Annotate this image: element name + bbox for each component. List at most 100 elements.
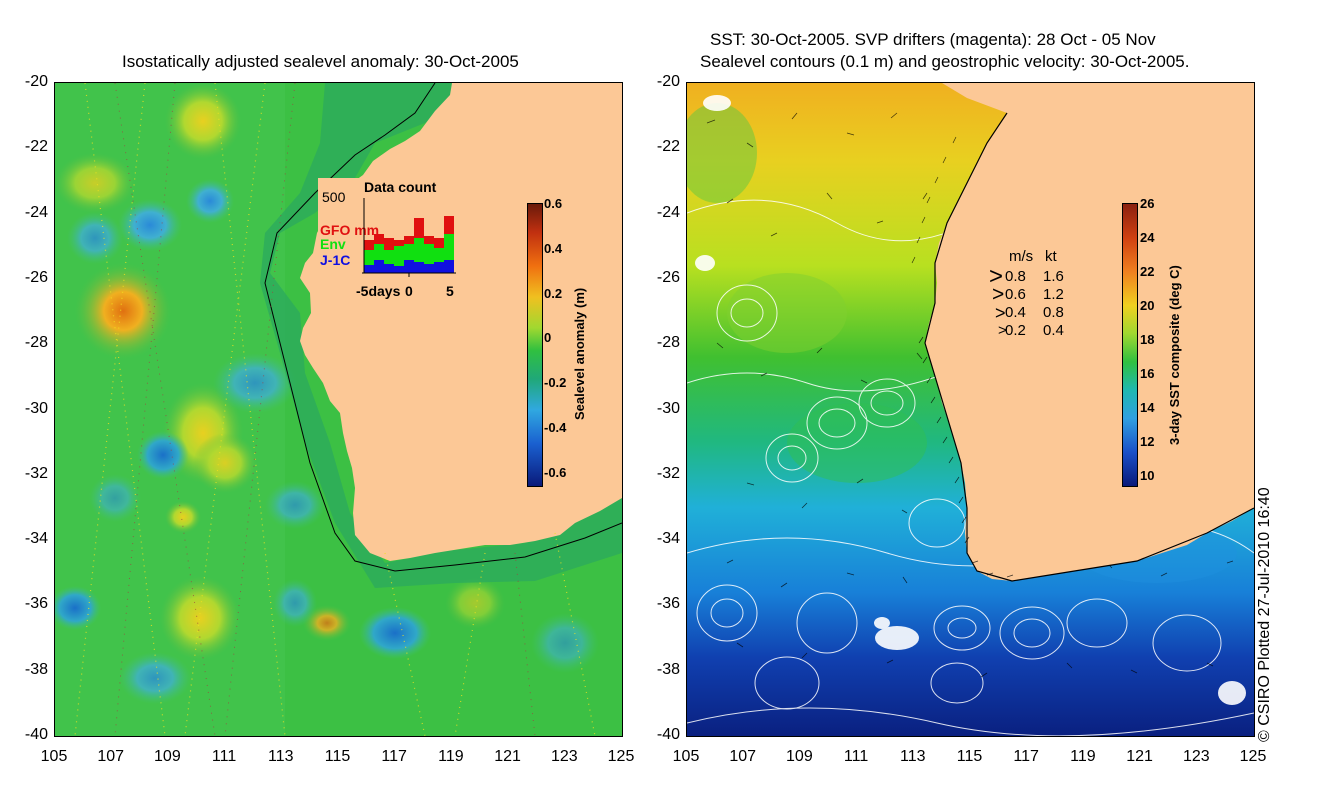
copyright-notice: © CSIRO Plotted 27-Jul-2010 16:40 <box>1256 487 1273 742</box>
y-tick-label: -32 <box>656 464 680 482</box>
colorbar-tick-label: 16 <box>1140 365 1155 381</box>
sst-colorbar <box>1122 203 1138 487</box>
y-tick-label: -34 <box>656 530 680 548</box>
right-map-title-line1: SST: 30-Oct-2005. SVP drifters (magenta)… <box>710 30 1156 49</box>
velocity-legend-kt: 1.2 <box>1043 286 1064 303</box>
y-tick-label: -36 <box>656 595 680 613</box>
x-tick-label: 123 <box>550 748 578 765</box>
velocity-legend-ms: 0.6 <box>1005 286 1026 303</box>
colorbar-tick-label: 0.4 <box>544 240 563 256</box>
y-tick-label: -24 <box>24 203 48 221</box>
y-tick-label: -24 <box>656 203 680 221</box>
x-tick-label: 109 <box>786 748 813 765</box>
geostrophic-velocity-arrows <box>706 112 1234 678</box>
colorbar-tick-label: 22 <box>1140 263 1155 279</box>
x-tick-label: 125 <box>607 748 635 765</box>
x-tick-label: 107 <box>97 748 125 765</box>
cloud-mask <box>695 95 1246 705</box>
y-tick-label: -34 <box>24 530 48 548</box>
x-tick-label: 105 <box>40 748 68 765</box>
right-map-title-line2: Sealevel contours (0.1 m) and geostrophi… <box>700 52 1190 71</box>
colorbar-tick-label: 0.6 <box>544 196 563 211</box>
velocity-legend-kt: 0.4 <box>1043 322 1064 339</box>
x-tick-label: 115 <box>956 748 983 765</box>
colorbar-tick-label: 26 <box>1140 196 1155 211</box>
colorbar-tick-label: 0.2 <box>544 285 563 301</box>
data-count-ymax: 500 <box>322 189 346 205</box>
colorbar-tick-label: 10 <box>1140 467 1155 483</box>
x-tick-label: 121 <box>494 748 521 765</box>
sealevel-colorbar-label: Sealevel anomaly (m) <box>572 287 587 420</box>
colorbar-tick-label: -0.6 <box>544 464 567 480</box>
sst-map <box>686 82 1255 737</box>
data-count-x-left: -5days <box>356 283 401 299</box>
velocity-legend: m/s kt >0.8 1.6 >0.6 1.2 >0.4 0.8 >0.2 0.4 <box>985 248 1105 348</box>
data-count-x-mid: 0 <box>405 283 413 299</box>
y-tick-label: -20 <box>24 73 48 90</box>
x-tick-label: 119 <box>1070 748 1096 765</box>
y-tick-label: -38 <box>24 660 48 678</box>
x-tick-label: 123 <box>1182 748 1210 765</box>
x-tick-label: 117 <box>381 748 407 765</box>
velocity-legend-arrow-icon: > <box>995 303 1006 323</box>
y-tick-label: -40 <box>656 726 680 743</box>
data-count-bars <box>362 198 456 277</box>
sealevel-colorbar <box>527 203 543 487</box>
y-tick-label: -20 <box>656 73 680 90</box>
y-tick-label: -22 <box>24 138 48 156</box>
data-count-x-right: 5 <box>446 283 454 299</box>
colorbar-tick-label: 20 <box>1140 297 1155 313</box>
x-tick-label: 115 <box>324 748 351 765</box>
colorbar-tick-label: 14 <box>1140 399 1155 415</box>
x-tick-label: 117 <box>1013 748 1039 765</box>
y-tick-label: -28 <box>24 334 48 352</box>
x-tick-label: 121 <box>1126 748 1153 765</box>
y-tick-label: -38 <box>656 660 680 678</box>
y-tick-label: -28 <box>656 334 680 352</box>
x-tick-label: 107 <box>729 748 757 765</box>
velocity-legend-kt: 0.8 <box>1043 304 1064 321</box>
legend-env: Env <box>320 236 346 252</box>
velocity-legend-arrow-icon: > <box>998 322 1007 339</box>
y-tick-label: -36 <box>24 595 48 613</box>
data-count-title: Data count <box>364 179 437 195</box>
x-tick-label: 109 <box>154 748 181 765</box>
velocity-legend-header-ms: m/s <box>1009 248 1034 265</box>
satellite-tracks <box>74 83 596 736</box>
x-tick-label: 113 <box>268 748 294 765</box>
velocity-legend-header-kt: kt <box>1045 248 1057 265</box>
x-tick-label: 125 <box>1239 748 1267 765</box>
australia-landmass <box>925 83 1254 581</box>
sealevel-contours <box>687 199 1254 736</box>
y-tick-label: -22 <box>656 138 680 156</box>
boundary-current-arrows <box>911 136 1014 578</box>
velocity-legend-arrow-icon: > <box>992 283 1005 306</box>
sst-colorbar-label: 3-day SST composite (deg C) <box>1167 265 1182 445</box>
data-count-inset: Data count 500 GFO mm Env J-1C -5days 0 … <box>318 178 464 302</box>
y-tick-label: -40 <box>24 726 48 743</box>
velocity-legend-ms: 0.2 <box>1005 322 1026 339</box>
velocity-legend-ms: 0.4 <box>1005 304 1026 321</box>
x-tick-label: 119 <box>438 748 464 765</box>
sst-field <box>687 83 1254 736</box>
x-tick-label: 111 <box>843 748 869 765</box>
colorbar-tick-label: 12 <box>1140 433 1155 449</box>
legend-j1c: J-1C <box>320 252 351 268</box>
velocity-legend-ms: 0.8 <box>1005 268 1026 285</box>
colorbar-tick-label: 18 <box>1140 331 1155 347</box>
y-tick-label: -26 <box>656 268 680 286</box>
x-tick-label: 111 <box>211 748 237 765</box>
y-tick-label: -32 <box>24 464 48 482</box>
colorbar-tick-label: 0 <box>544 330 552 346</box>
velocity-legend-kt: 1.6 <box>1043 268 1064 285</box>
colorbar-tick-label: -0.4 <box>544 419 567 435</box>
x-tick-label: 113 <box>900 748 926 765</box>
velocity-legend-arrow-icon: > <box>989 263 1004 290</box>
colorbar-tick-label: 24 <box>1140 229 1155 245</box>
colorbar-tick-label: -0.2 <box>544 375 567 391</box>
left-map-title: Isostatically adjusted sealevel anomaly:… <box>122 52 519 71</box>
y-tick-label: -26 <box>24 268 48 286</box>
x-tick-label: 105 <box>672 748 700 765</box>
y-tick-label: -30 <box>24 399 48 417</box>
y-tick-label: -30 <box>656 399 680 417</box>
